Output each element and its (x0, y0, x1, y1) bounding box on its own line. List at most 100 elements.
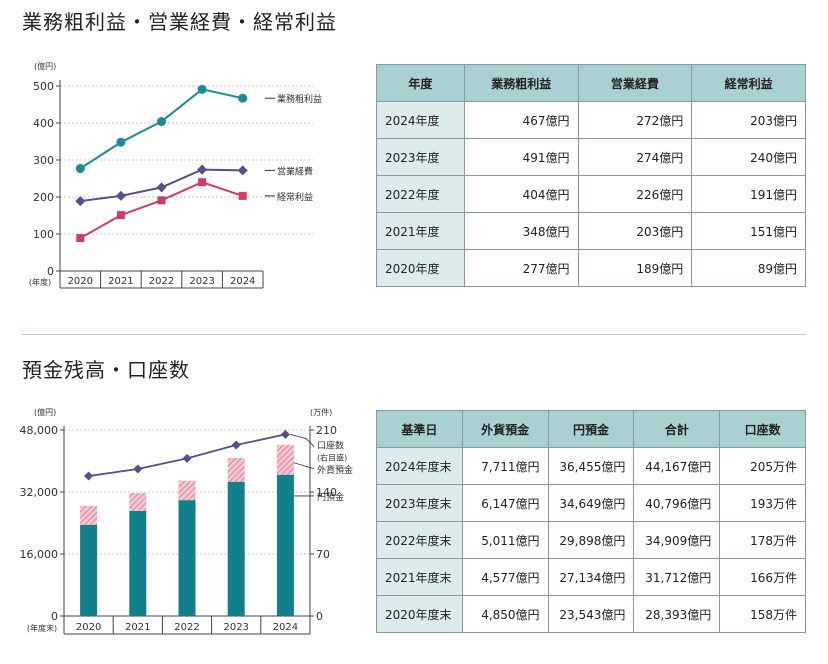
table-row: 2021年度末 4,577億円 27,134億円 31,712億円 166万件 (376, 558, 806, 596)
x-tick-label: 2023 (189, 276, 214, 287)
y-unit-label: (億円) (34, 407, 56, 417)
column-header: 業務粗利益 (463, 64, 579, 102)
data-point (238, 191, 247, 200)
bar-fx-deposit (129, 493, 147, 511)
table-cell: 203億円 (691, 101, 806, 139)
data-point (76, 234, 85, 243)
legend-label-yen: 円預金 (317, 491, 344, 503)
row-label: 2023年度末 (376, 484, 463, 522)
column-header: 基準日 (376, 410, 463, 448)
table-row: 2022年度 404億円 226億円 191億円 (376, 175, 806, 213)
table-cell: 348億円 (463, 212, 579, 250)
table-cell: 277億円 (463, 249, 579, 287)
table-cell: 4,850億円 (461, 595, 549, 633)
section2-title: 預金残高・口座数 (22, 358, 190, 382)
table-cell: 40,796億円 (633, 484, 721, 522)
table-cell: 89億円 (691, 249, 806, 287)
table-row: 2021年度 348億円 203億円 151億円 (376, 212, 806, 250)
y2-tick-label: 70 (316, 548, 330, 561)
table-cell: 29,898億円 (547, 521, 635, 559)
row-label: 2022年度 (376, 175, 465, 213)
table-cell: 7,711億円 (461, 447, 549, 485)
legend-label: 業務粗利益 (277, 93, 322, 105)
x-tick-label: 2021 (108, 276, 133, 287)
table-cell: 467億円 (463, 101, 579, 139)
legend-leader (293, 462, 315, 470)
table-cell: 240億円 (691, 138, 806, 176)
row-label: 2020年度 (376, 249, 465, 287)
table-row: 2022年度末 5,011億円 29,898億円 34,909億円 178万件 (376, 521, 806, 559)
legend-label: 経常利益 (277, 191, 313, 203)
legend-leader (290, 434, 315, 447)
data-point (198, 178, 207, 187)
table-cell: 205万件 (719, 447, 806, 485)
x-tick-label: 2024 (273, 622, 298, 633)
x-axis-label: (年度) (29, 277, 51, 287)
legend-label-accounts-note: (右目盛) (317, 452, 347, 462)
table-cell: 158万件 (719, 595, 806, 633)
legend-label-accounts: 口座数 (317, 439, 344, 451)
data-point (75, 196, 86, 207)
row-label: 2024年度末 (376, 447, 463, 485)
profit-line-chart: (億円) 0 100 200 300 400 500 2020 2021 2022 2023 2024… (29, 61, 322, 289)
table-cell: 203億円 (577, 212, 693, 250)
column-header: 口座数 (719, 410, 806, 448)
y-tick-label: 16,000 (20, 548, 58, 561)
table-cell: 274億円 (577, 138, 693, 176)
deposit-table: 基準日 外貨預金 円預金 合計 口座数 2024年度末 7,711億円 36,455億円 44… (376, 410, 806, 633)
table-cell: 272億円 (577, 101, 693, 139)
table-header-row: 基準日 外貨預金 円預金 合計 口座数 (376, 410, 806, 448)
profit-table: 年度 業務粗利益 営業経費 経常利益 2024年度 467億円 272億円 203億円 202… (376, 64, 806, 287)
data-point (238, 93, 248, 103)
table-cell: 491億円 (463, 138, 579, 176)
table-cell: 36,455億円 (547, 447, 635, 485)
table-cell: 166万件 (719, 558, 806, 596)
data-point (116, 137, 126, 147)
table-cell: 189億円 (577, 249, 693, 287)
row-label: 2021年度末 (376, 558, 463, 596)
table-cell: 6,147億円 (461, 484, 549, 522)
column-header: 経常利益 (691, 64, 806, 102)
bar-yen-deposit (80, 524, 98, 616)
bar-fx-deposit (178, 480, 196, 501)
data-point (197, 164, 208, 175)
x-axis-label: (年度末) (27, 623, 57, 633)
x-tick-label: 2020 (76, 622, 101, 633)
data-point (133, 464, 143, 474)
column-header: 年度 (376, 64, 465, 102)
table-cell: 4,577億円 (461, 558, 549, 596)
table-cell: 27,134億円 (547, 558, 635, 596)
y-tick-label: 400 (33, 117, 54, 130)
table-cell: 5,011億円 (461, 521, 549, 559)
table-row: 2020年度 277億円 189億円 89億円 (376, 249, 806, 287)
y-tick-label: 32,000 (20, 486, 58, 499)
data-point (157, 196, 166, 205)
table-cell: 31,712億円 (633, 558, 721, 596)
bar-yen-deposit (129, 510, 147, 616)
column-header: 合計 (633, 410, 721, 448)
row-label: 2023年度 (376, 138, 465, 176)
y-tick-label: 0 (51, 610, 58, 623)
y-tick-label: 500 (33, 80, 54, 93)
table-cell: 191億円 (691, 175, 806, 213)
row-label: 2021年度 (376, 212, 465, 250)
x-tick-label: 2020 (68, 276, 93, 287)
y2-unit-label: (万件) (310, 407, 332, 417)
y2-tick-label: 210 (316, 424, 337, 437)
bar-yen-deposit (178, 500, 196, 616)
column-header: 外貨預金 (461, 410, 549, 448)
x-tick-label: 2023 (223, 622, 248, 633)
legend-label-fx: 外貨預金 (317, 464, 353, 476)
table-cell: 151億円 (691, 212, 806, 250)
data-point (182, 453, 192, 463)
data-point (280, 429, 290, 439)
table-cell: 28,393億円 (633, 595, 721, 633)
table-cell: 34,909億円 (633, 521, 721, 559)
x-tick-label: 2024 (230, 276, 255, 287)
y-tick-label: 100 (33, 228, 54, 241)
legend-label: 営業経費 (277, 165, 313, 177)
y-tick-label: 0 (47, 265, 54, 278)
bar-fx-deposit (276, 444, 294, 475)
data-point (197, 84, 207, 94)
data-point (157, 117, 166, 127)
